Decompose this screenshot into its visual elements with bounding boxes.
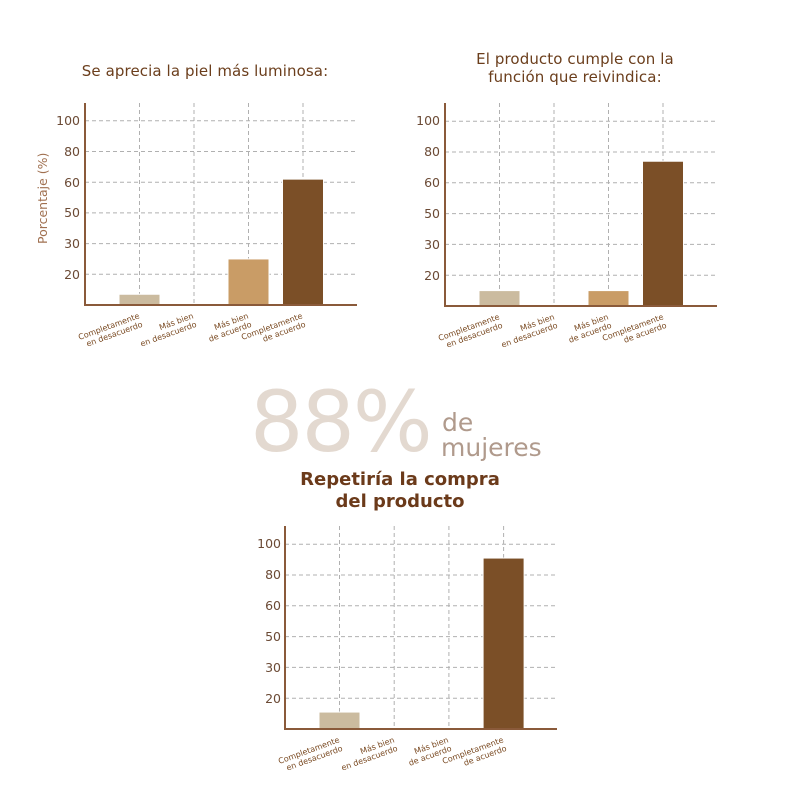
- stat-de: de: [442, 408, 474, 437]
- chart-1-title: Se aprecia la piel más luminosa:: [40, 62, 370, 80]
- y-tick: 30: [424, 237, 440, 252]
- bar: [482, 557, 525, 730]
- stat-caption: Repetiría la compra del producto: [250, 469, 550, 513]
- chart-2-axes: [444, 103, 717, 307]
- x-label: Completamenteen desacuerdo: [277, 735, 344, 774]
- chart-2-title-line2: función que reivindica:: [488, 68, 662, 86]
- stat-caption-line2: del producto: [335, 491, 465, 512]
- chart-3-bars: [318, 557, 525, 730]
- y-tick: 60: [424, 175, 440, 190]
- y-tick: 100: [416, 113, 440, 128]
- y-tick: 60: [64, 175, 80, 190]
- y-tick: 60: [265, 598, 281, 613]
- y-tick: 100: [257, 536, 281, 551]
- x-label: Más bienen desacuerdo: [337, 735, 399, 772]
- chart-1-title-line1: Se aprecia la piel más luminosa:: [81, 62, 329, 80]
- bar: [642, 160, 684, 307]
- stat-percentage: 88%: [250, 373, 433, 471]
- stat-caption-line1: Repetiría la compra: [300, 469, 500, 490]
- bar: [282, 178, 324, 306]
- stat-mujeres: mujeres: [441, 433, 542, 462]
- chart-1-y-ticks: 100 80 60 50 30 20: [56, 113, 80, 282]
- chart-3-axes: [284, 526, 557, 730]
- y-tick: 30: [64, 236, 80, 251]
- chart-3-y-ticks: 100 80 60 50 30 20: [257, 536, 281, 706]
- chart-2-title-line1: El producto cumple con la: [476, 50, 674, 68]
- chart-2-title: El producto cumple con la función que re…: [410, 50, 740, 86]
- x-label: Completamentede acuerdo: [441, 735, 508, 774]
- y-tick: 30: [265, 660, 281, 675]
- y-tick: 80: [424, 144, 440, 159]
- y-tick: 50: [424, 206, 440, 221]
- y-tick: 50: [265, 629, 281, 644]
- chart-2-bars: [478, 160, 684, 307]
- chart-2-y-ticks: 100 80 60 50 30 20: [416, 113, 440, 283]
- chart-1-axes: [84, 103, 357, 306]
- y-tick: 20: [265, 691, 281, 706]
- y-tick: 80: [64, 144, 80, 159]
- y-tick: 20: [424, 268, 440, 283]
- y-tick: 50: [64, 205, 80, 220]
- bar: [318, 711, 361, 730]
- y-tick: 80: [265, 567, 281, 582]
- bar: [227, 258, 270, 306]
- y-tick: 100: [56, 113, 80, 128]
- chart-3-x-labels: Completamenteen desacuerdo Más bienen de…: [277, 735, 508, 774]
- chart-1-bars: [118, 178, 324, 306]
- chart-1-y-axis-label: Porcentaje (%): [35, 153, 50, 244]
- y-tick: 20: [64, 267, 80, 282]
